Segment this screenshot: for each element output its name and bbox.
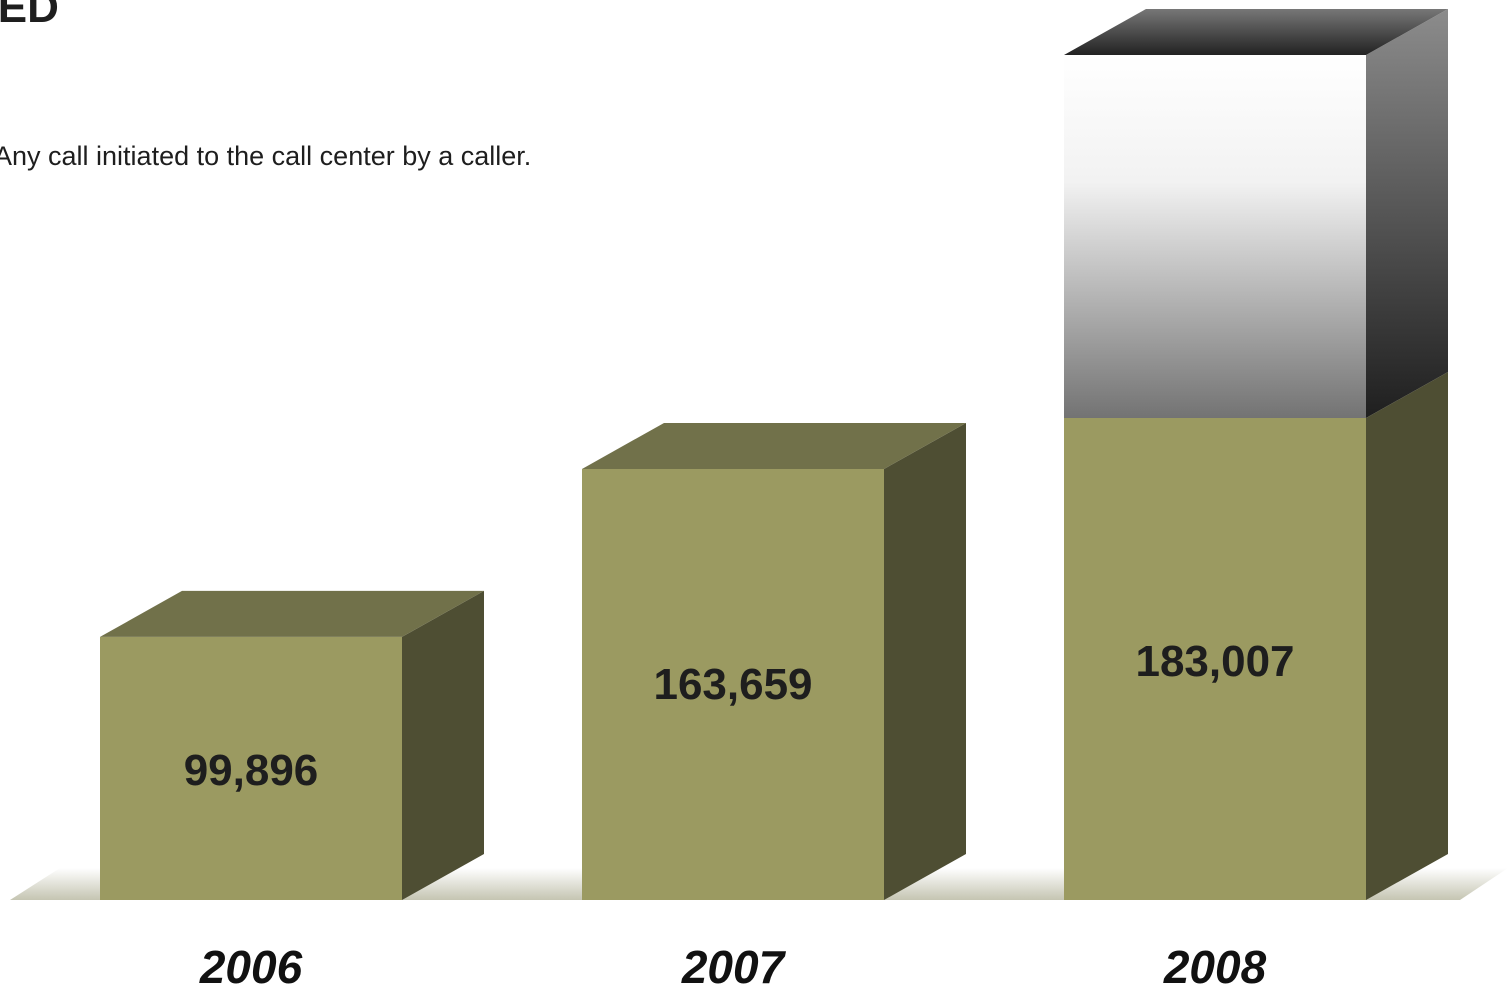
bar-side bbox=[1366, 372, 1448, 900]
ghost-bar-side bbox=[1366, 9, 1448, 418]
bar-front bbox=[582, 468, 884, 900]
value-label-2006: 99,896 bbox=[184, 746, 319, 795]
x-tick-label-2006: 2006 bbox=[199, 941, 303, 990]
ghost-bar-top bbox=[1064, 9, 1448, 55]
bar-2006 bbox=[100, 590, 484, 900]
value-label-2007: 163,659 bbox=[653, 660, 812, 709]
bar-side bbox=[884, 422, 966, 900]
value-label-2008: 183,007 bbox=[1135, 637, 1294, 686]
bar-top bbox=[582, 422, 966, 469]
bar-2008 bbox=[1064, 9, 1448, 900]
ghost-bar-front bbox=[1064, 55, 1366, 418]
bar-top bbox=[100, 590, 484, 637]
bar-2007 bbox=[582, 422, 966, 900]
page-subtitle: Any call initiated to the call center by… bbox=[0, 141, 532, 171]
x-tick-label-2007: 2007 bbox=[681, 941, 787, 990]
bars-group bbox=[100, 9, 1448, 900]
bar-front bbox=[100, 636, 402, 900]
bar-front bbox=[1064, 418, 1366, 900]
year-labels-group: 2006 2007 2008 bbox=[199, 941, 1267, 990]
x-tick-label-2008: 2008 bbox=[1163, 941, 1267, 990]
bar-side bbox=[402, 590, 484, 900]
page-title: RED bbox=[0, 0, 59, 30]
value-labels-group: 99,896 163,659 183,007 bbox=[184, 637, 1295, 795]
